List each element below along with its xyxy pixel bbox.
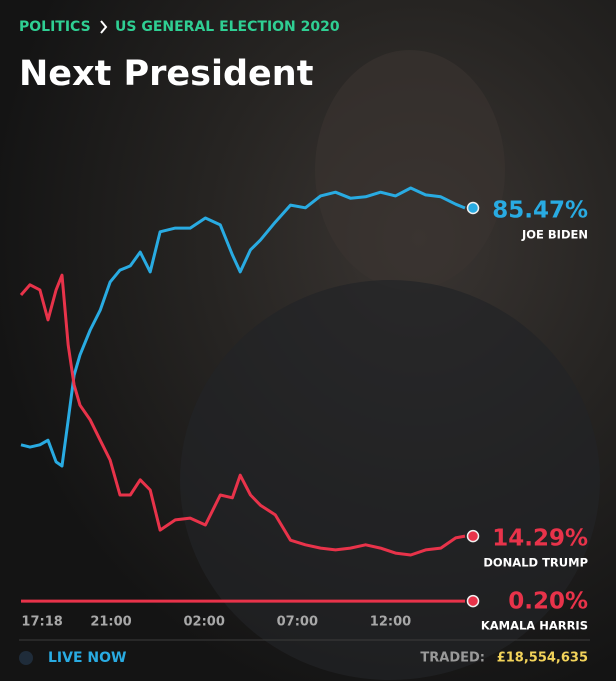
traded-label: TRADED: <box>420 651 485 666</box>
traded-amount: £18,554,635 <box>497 651 588 666</box>
series-line <box>19 273 466 557</box>
breadcrumb[interactable]: POLITICS <box>19 19 91 35</box>
x-tick-label: 21:00 <box>90 615 131 630</box>
photo-figure <box>315 50 505 290</box>
plot: 17:18 21:00 02:00 07:00 12:00 85.47% JOE BIDEN… <box>19 186 588 633</box>
legend-name: KAMALA HARRIS <box>481 619 588 633</box>
value-label: 85.47% <box>492 198 588 224</box>
legend-name: DONALD TRUMP <box>483 556 588 570</box>
x-tick-label: 12:00 <box>370 615 411 630</box>
value-label: 0.20% <box>508 589 588 615</box>
live-dot <box>19 651 33 665</box>
x-tick-label: 17:18 <box>21 615 62 630</box>
x-tick-label: 07:00 <box>277 615 318 630</box>
end-point <box>466 594 480 608</box>
chart-title: Next President <box>19 54 313 94</box>
end-point <box>466 201 480 215</box>
x-tick-label: 02:00 <box>183 615 224 630</box>
series-line <box>20 186 466 468</box>
legend-name: JOE BIDEN <box>521 228 588 242</box>
end-point <box>466 529 480 543</box>
value-label: 14.29% <box>492 526 588 552</box>
live-status[interactable]: LIVE NOW <box>48 650 126 666</box>
breadcrumb[interactable]: US GENERAL ELECTION 2020 <box>115 19 340 35</box>
photo-figure <box>180 280 600 680</box>
breadcrumb-chevron <box>100 20 108 34</box>
